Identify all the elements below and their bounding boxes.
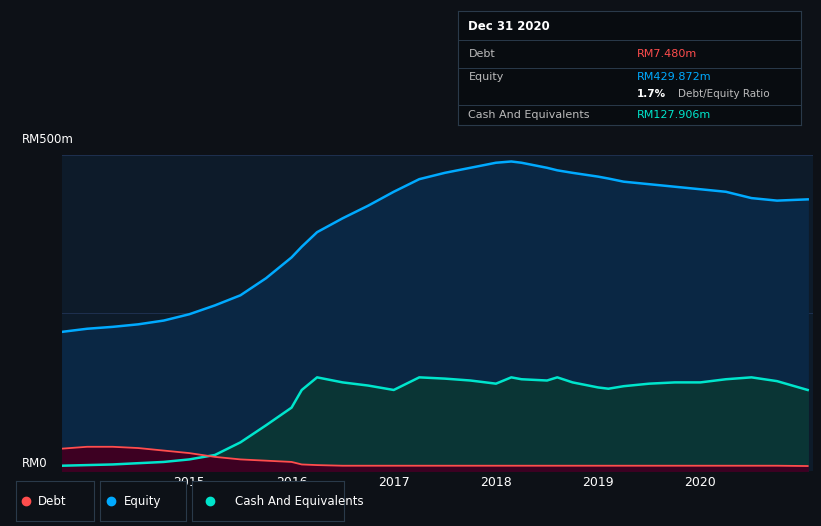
Text: Debt: Debt	[39, 494, 67, 508]
Text: RM500m: RM500m	[22, 133, 74, 146]
Text: Dec 31 2020: Dec 31 2020	[469, 19, 550, 33]
Text: RM7.480m: RM7.480m	[636, 49, 697, 59]
Text: Cash And Equivalents: Cash And Equivalents	[235, 494, 363, 508]
Text: Cash And Equivalents: Cash And Equivalents	[469, 110, 590, 120]
Text: RM0: RM0	[22, 458, 48, 470]
Text: Equity: Equity	[124, 494, 162, 508]
Text: RM429.872m: RM429.872m	[636, 72, 711, 82]
Text: Equity: Equity	[469, 72, 504, 82]
Text: Debt: Debt	[469, 49, 495, 59]
Text: Debt/Equity Ratio: Debt/Equity Ratio	[678, 89, 769, 99]
Text: RM127.906m: RM127.906m	[636, 110, 711, 120]
Text: 1.7%: 1.7%	[636, 89, 666, 99]
